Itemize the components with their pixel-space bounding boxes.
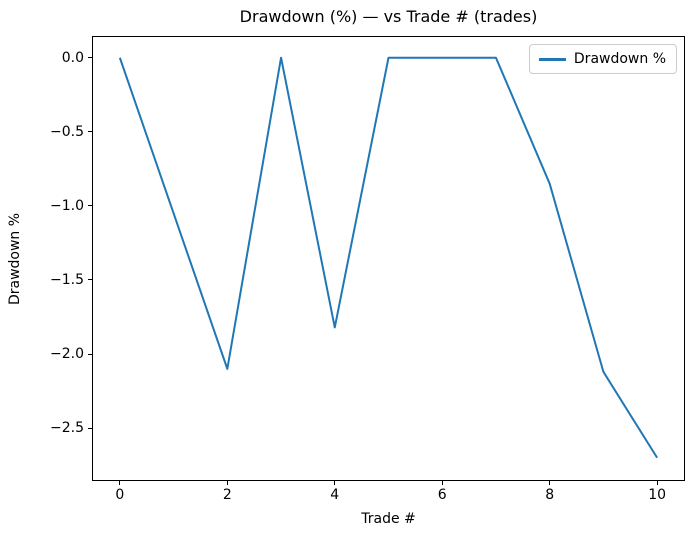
y-tick-label: −2.0 bbox=[50, 346, 84, 363]
y-tick-mark bbox=[88, 353, 92, 355]
y-tick-mark bbox=[88, 205, 92, 207]
y-tick-label: −1.5 bbox=[50, 271, 84, 288]
y-tick-mark bbox=[88, 131, 92, 133]
x-tick-mark bbox=[549, 481, 551, 485]
y-tick-mark bbox=[88, 427, 92, 429]
x-tick-mark bbox=[119, 481, 121, 485]
y-tick-label: −0.5 bbox=[50, 123, 84, 140]
x-tick-mark bbox=[656, 481, 658, 485]
y-tick-label: −1.0 bbox=[50, 197, 84, 214]
x-tick-mark bbox=[441, 481, 443, 485]
x-tick-label: 2 bbox=[222, 487, 232, 503]
y-tick-label: −2.5 bbox=[50, 420, 84, 437]
y-tick-label: 0.0 bbox=[61, 49, 84, 66]
x-tick-mark bbox=[226, 481, 228, 485]
x-tick-label: 4 bbox=[330, 487, 340, 503]
plot-area: Drawdown % bbox=[92, 36, 685, 481]
y-tick-mark bbox=[88, 279, 92, 281]
x-tick-label: 6 bbox=[437, 487, 447, 503]
x-tick-mark bbox=[334, 481, 336, 485]
x-tick-label: 8 bbox=[545, 487, 555, 503]
x-tick-label: 0 bbox=[115, 487, 125, 503]
legend-line-sample bbox=[538, 57, 566, 61]
y-tick-mark bbox=[88, 57, 92, 59]
legend-label: Drawdown % bbox=[573, 51, 666, 67]
x-tick-label: 10 bbox=[648, 487, 667, 503]
chart-title: Drawdown (%) — vs Trade # (trades) bbox=[239, 7, 538, 26]
legend: Drawdown % bbox=[528, 44, 677, 74]
x-axis-label: Trade # bbox=[361, 511, 416, 527]
drawdown-series-line bbox=[118, 56, 658, 459]
y-axis-label: Drawdown % bbox=[7, 212, 23, 306]
drawdown-line-chart bbox=[118, 56, 658, 459]
